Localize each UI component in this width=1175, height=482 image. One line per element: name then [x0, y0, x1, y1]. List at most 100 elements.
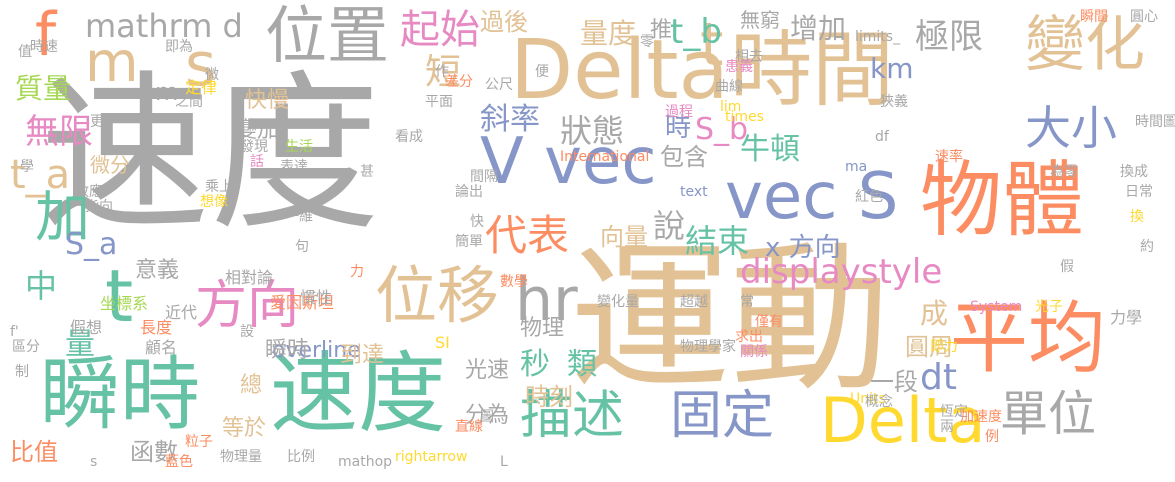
cloud-word: 假想: [70, 318, 103, 337]
cloud-word: 學: [20, 159, 34, 175]
cloud-word: 設: [240, 324, 254, 340]
cloud-word: 紅色: [855, 189, 883, 205]
cloud-word: f': [10, 324, 19, 340]
cloud-word: 無限: [25, 112, 93, 152]
cloud-word: 代表: [485, 211, 570, 260]
cloud-word: 日常: [1125, 184, 1153, 200]
cloud-word: 秒: [520, 347, 550, 382]
cloud-word: 類: [567, 347, 597, 382]
cloud-word: 增加: [790, 12, 847, 45]
cloud-word: 平面: [425, 94, 453, 110]
cloud-word: 位置: [265, 0, 390, 72]
cloud-word: 公尺: [485, 77, 513, 93]
cloud-word: 比例: [287, 449, 315, 465]
cloud-word: dt: [920, 357, 957, 398]
cloud-word: 快慢: [245, 88, 290, 113]
cloud-word: 區分: [12, 339, 40, 355]
cloud-word: 極限: [915, 17, 983, 57]
cloud-word: t_a: [10, 152, 71, 198]
cloud-word: 想像: [200, 194, 228, 210]
cloud-word: t_b: [670, 12, 722, 52]
cloud-word: 數學: [500, 274, 528, 290]
cloud-word: 圓心: [1130, 9, 1158, 25]
cloud-word: 微: [205, 67, 219, 83]
cloud-word: 平均: [950, 294, 1107, 384]
cloud-word: 即力: [930, 339, 958, 355]
cloud-word: 成: [920, 297, 949, 330]
cloud-word: 時間圖: [1135, 114, 1175, 130]
cloud-word: 相對論: [225, 268, 274, 287]
cloud-word: 愛因斯坦: [270, 293, 335, 312]
cloud-word: 間隔: [470, 169, 498, 185]
cloud-word: 表達: [280, 159, 308, 175]
cloud-word: 瞬時: [40, 348, 200, 441]
cloud-word: 甚: [360, 164, 374, 180]
cloud-word: 過後: [480, 8, 528, 36]
cloud-word: 句: [295, 239, 309, 255]
cloud-word: 量: [65, 327, 95, 362]
cloud-word: 之間: [175, 94, 203, 110]
cloud-word: 一維: [285, 209, 313, 225]
cloud-word: 瞬間: [1080, 9, 1108, 25]
cloud-word: 坐標系: [100, 294, 149, 313]
cloud-word: text: [680, 184, 708, 200]
cloud-word: International: [560, 149, 650, 165]
cloud-word: 瞬時: [265, 338, 310, 363]
cloud-word: 藍色: [165, 454, 193, 470]
cloud-word: 指向: [85, 199, 113, 215]
cloud-word: 超越: [680, 294, 708, 310]
cloud-word: SI: [435, 333, 450, 352]
cloud-word: 求出: [735, 329, 763, 345]
cloud-word: L: [500, 454, 508, 470]
cloud-word: 定律: [185, 78, 218, 97]
cloud-word: 換: [1130, 209, 1144, 225]
cloud-word: 即為: [165, 39, 193, 55]
cloud-word: 函數: [130, 438, 178, 466]
cloud-word: 無窮: [740, 8, 780, 32]
cloud-word: 物理量: [220, 449, 262, 465]
cloud-word: 狀態: [560, 112, 625, 150]
cloud-word: 推: [650, 18, 673, 43]
cloud-word: 物體: [920, 153, 1085, 248]
cloud-word: 牛頓: [740, 132, 800, 167]
cloud-word: 力: [350, 264, 364, 280]
cloud-word: 更: [90, 114, 104, 130]
cloud-word: km: [870, 52, 914, 85]
cloud-word: 中: [25, 267, 58, 305]
cloud-word: 向量: [600, 223, 648, 251]
cloud-word: 分為: [465, 403, 510, 428]
cloud-word: 變化: [1025, 10, 1145, 80]
cloud-word: 位移: [375, 259, 500, 332]
cloud-word: 簡單: [455, 234, 483, 250]
cloud-word: t: [700, 10, 724, 80]
cloud-word: 論出: [455, 184, 483, 200]
cloud-word: m: [85, 30, 139, 94]
cloud-word: s: [90, 454, 98, 470]
cloud-word: 直線: [455, 419, 483, 435]
cloud-word: x 方向: [765, 233, 841, 263]
cloud-word: 光速: [465, 358, 510, 383]
cloud-word: 顧名: [145, 338, 178, 357]
cloud-word: 包含: [660, 143, 708, 171]
cloud-word: m: [155, 78, 179, 106]
cloud-word: Delta: [510, 23, 729, 118]
cloud-word: 狹義: [880, 94, 908, 110]
cloud-word: 假: [1060, 259, 1074, 275]
cloud-word: df: [875, 129, 889, 145]
cloud-word: 短: [425, 52, 462, 93]
cloud-word: 作: [435, 64, 449, 80]
cloud-word: 物理學家: [680, 339, 736, 355]
cloud-word: 值: [18, 44, 32, 60]
cloud-word: Delta: [820, 384, 986, 457]
cloud-word: 意義: [135, 258, 180, 283]
cloud-word: 光子: [1035, 299, 1063, 315]
cloud-word: 總: [240, 373, 263, 398]
cloud-word: 為零: [1050, 164, 1078, 180]
cloud-word: 約: [1140, 239, 1154, 255]
cloud-word: times: [725, 109, 764, 125]
cloud-word: mathrm d: [85, 7, 243, 45]
cloud-word: 變化量: [597, 294, 639, 310]
cloud-word: 大小: [1025, 101, 1117, 155]
cloud-word: 質量: [15, 72, 72, 105]
cloud-word: 零: [640, 34, 654, 50]
